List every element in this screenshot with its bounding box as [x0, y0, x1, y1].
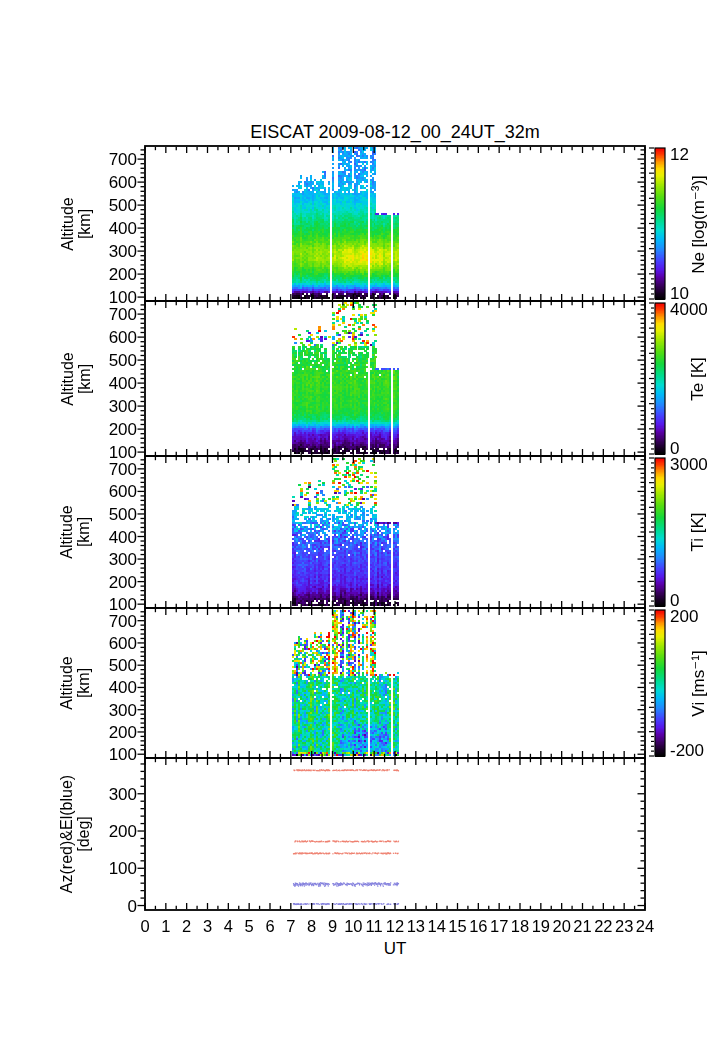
- eiscat-figure: EISCAT 2009-08-12_00_24UT_32m UT 1002003…: [0, 0, 708, 1063]
- panel-azel-plot: [134, 755, 648, 913]
- x-axis-label: UT: [145, 939, 645, 959]
- panel-vi-ylabel: Altitude[km]: [58, 608, 92, 758]
- colorbar-vi: [645, 606, 671, 760]
- panel-azel-ylabel: Az(red)&El(blue)[deg]: [58, 758, 92, 910]
- colorbar-ne-title: Ne [log(m⁻³)]: [688, 139, 708, 309]
- colorbar-te: [645, 299, 671, 458]
- figure-title: EISCAT 2009-08-12_00_24UT_32m: [145, 122, 645, 143]
- colorbar-ne-max: 12: [670, 145, 689, 165]
- colorbar-te-title: Te [K]: [688, 294, 708, 464]
- panel-ne-plot: [134, 143, 648, 304]
- colorbar-ne: [645, 144, 671, 303]
- panel-ne-ylabel: Altitude[km]: [58, 146, 92, 301]
- panel-te-plot: [134, 298, 648, 459]
- x-tick-label: 24: [628, 917, 662, 936]
- panel-vi-plot: [134, 605, 648, 761]
- colorbar-ti: [645, 454, 671, 610]
- colorbar-ti-title: Ti [K]: [688, 447, 708, 617]
- panel-ti-ylabel: Altitude[km]: [58, 456, 92, 608]
- panel-ti-plot: [134, 453, 648, 611]
- colorbar-vi-title: Vi [ms⁻¹]: [688, 599, 708, 769]
- panel-te-ylabel: Altitude[km]: [58, 301, 92, 456]
